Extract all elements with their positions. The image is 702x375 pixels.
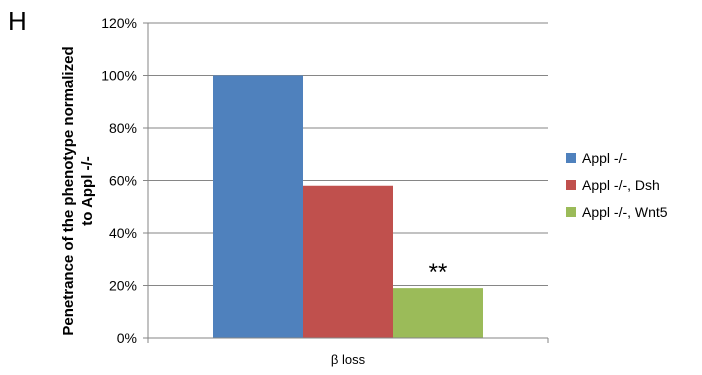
legend-swatch	[566, 180, 576, 190]
y-tick-label: 60%	[109, 173, 137, 189]
bar-1	[303, 185, 393, 338]
legend-swatch	[566, 207, 576, 217]
legend-label: Appl -/-, Dsh	[582, 177, 660, 193]
y-tick-label: 20%	[109, 278, 137, 294]
y-axis-title-line-1: Penetrance of the phenotype normalized	[60, 46, 77, 335]
significance-annotation: **	[429, 259, 448, 286]
bars	[213, 75, 483, 338]
y-tick-label: 80%	[109, 120, 137, 136]
legend-swatch	[566, 153, 576, 163]
x-axis-categories: β loss	[331, 352, 366, 367]
panel-letter: H	[8, 6, 27, 36]
x-category-label: β loss	[331, 352, 366, 367]
legend-label: Appl -/-, Wnt5	[582, 204, 668, 220]
y-axis-ticks: 0% 20% 40% 60% 80% 100% 120%	[101, 15, 148, 346]
y-axis-title: Penetrance of the phenotype normalized t…	[60, 46, 96, 335]
axes	[147, 23, 549, 343]
legend: Appl -/- Appl -/-, Dsh Appl -/-, Wnt5	[566, 150, 668, 220]
y-tick-label: 120%	[101, 15, 137, 31]
bar-2	[393, 288, 483, 338]
y-tick-label: 0%	[117, 330, 137, 346]
annotations: **	[429, 259, 448, 286]
y-tick-label: 100%	[101, 68, 137, 84]
bar-0	[213, 75, 303, 338]
legend-label: Appl -/-	[582, 150, 627, 166]
y-tick-label: 40%	[109, 225, 137, 241]
y-axis-title-line-2: to Appl -/-	[79, 156, 96, 225]
